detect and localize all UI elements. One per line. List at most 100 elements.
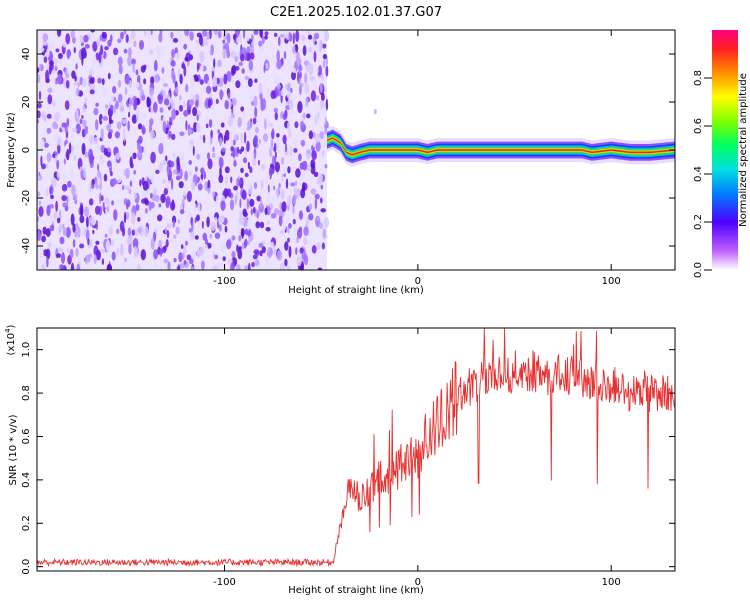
- noise-blob: [246, 228, 252, 237]
- noise-blob: [47, 200, 51, 207]
- noise-blob: [131, 114, 137, 124]
- noise-blob: [50, 194, 54, 200]
- noise-blob: [43, 142, 50, 148]
- noise-blob: [283, 167, 286, 175]
- noise-blob: [64, 141, 67, 147]
- noise-blob: [113, 47, 119, 56]
- noise-blob: [176, 30, 181, 36]
- noise-blob: [182, 188, 187, 197]
- noise-blob: [161, 67, 165, 74]
- noise-blob: [82, 105, 86, 113]
- noise-blob: [293, 148, 298, 153]
- noise-blob: [217, 129, 220, 134]
- noise-blob: [55, 200, 58, 212]
- noise-blob: [209, 233, 213, 239]
- noise-blob: [266, 86, 271, 99]
- noise-blob: [124, 168, 130, 179]
- colorbar-label: Normalized spectral amplitude: [738, 73, 749, 227]
- noise-blob: [240, 227, 245, 237]
- noise-blob: [197, 221, 201, 228]
- noise-blob: [83, 166, 87, 179]
- noise-blob: [127, 47, 132, 57]
- noise-blob: [64, 124, 68, 134]
- noise-blob: [128, 102, 132, 111]
- noise-blob: [88, 198, 94, 206]
- noise-blob: [322, 53, 328, 60]
- noise-blob: [37, 231, 42, 241]
- noise-blob: [79, 243, 85, 249]
- noise-blob: [308, 130, 314, 140]
- noise-blob: [281, 173, 284, 182]
- noise-blob: [49, 224, 55, 232]
- noise-blob: [250, 208, 253, 216]
- noise-blob: [66, 219, 72, 227]
- snr-scale-close: ): [6, 324, 17, 328]
- noise-blob: [150, 30, 153, 35]
- noise-blob: [119, 220, 125, 232]
- noise-blob: [105, 240, 111, 252]
- noise-blob: [95, 240, 100, 245]
- noise-blob: [206, 31, 210, 40]
- noise-blob: [162, 178, 167, 184]
- noise-blob: [226, 239, 232, 250]
- noise-blob: [255, 126, 259, 134]
- noise-blob: [265, 226, 271, 232]
- noise-blob: [61, 252, 65, 264]
- noise-blob: [302, 45, 307, 56]
- x-tick-label: 100: [602, 276, 621, 287]
- noise-blob: [191, 221, 194, 232]
- noise-blob: [318, 222, 323, 229]
- noise-blob: [311, 150, 317, 161]
- noise-blob: [239, 178, 242, 185]
- noise-blob: [238, 61, 243, 67]
- noise-blob: [158, 203, 162, 208]
- noise-blob: [123, 198, 128, 206]
- noise-blob: [304, 72, 308, 84]
- noise-blob: [51, 101, 56, 107]
- noise-blob: [40, 138, 45, 151]
- noise-blob: [241, 189, 247, 200]
- noise-blob: [72, 193, 78, 201]
- noise-blob: [192, 106, 198, 117]
- noise-blob: [97, 77, 102, 84]
- noise-blob: [118, 64, 123, 75]
- noise-blob: [149, 49, 154, 55]
- noise-blob: [163, 83, 169, 88]
- noise-blob: [301, 170, 306, 179]
- noise-blob: [244, 265, 250, 270]
- noise-blob: [107, 205, 110, 213]
- noise-blob: [270, 90, 276, 99]
- noise-blob: [222, 39, 226, 44]
- noise-blob: [165, 227, 167, 234]
- noise-blob: [195, 166, 198, 172]
- noise-blob: [172, 153, 175, 158]
- noise-blob: [97, 177, 101, 186]
- noise-blob: [49, 204, 54, 209]
- noise-blob: [324, 30, 330, 42]
- noise-blob: [274, 142, 277, 153]
- noise-blob: [240, 53, 245, 62]
- noise-blob: [300, 139, 306, 147]
- noise-blob: [216, 261, 222, 269]
- noise-blob: [46, 187, 48, 197]
- noise-blob: [151, 33, 155, 41]
- noise-blob: [252, 206, 256, 214]
- noise-blob: [284, 241, 289, 251]
- figure-title: C2E1.2025.102.01.37.G07: [270, 5, 442, 20]
- noise-blob: [92, 41, 98, 52]
- noise-blob: [248, 219, 251, 227]
- noise-blob: [247, 161, 250, 170]
- noise-blob: [123, 30, 127, 35]
- noise-blob: [127, 227, 132, 236]
- noise-blob: [267, 246, 273, 258]
- noise-blob: [70, 213, 75, 226]
- noise-blob: [236, 264, 241, 270]
- noise-blob: [220, 200, 226, 211]
- noise-blob: [264, 254, 270, 266]
- noise-blob: [45, 248, 51, 260]
- noise-blob: [274, 112, 278, 121]
- noise-blob: [115, 100, 119, 110]
- noise-blob: [190, 266, 195, 270]
- noise-blob: [259, 250, 263, 257]
- noise-blob: [189, 258, 194, 265]
